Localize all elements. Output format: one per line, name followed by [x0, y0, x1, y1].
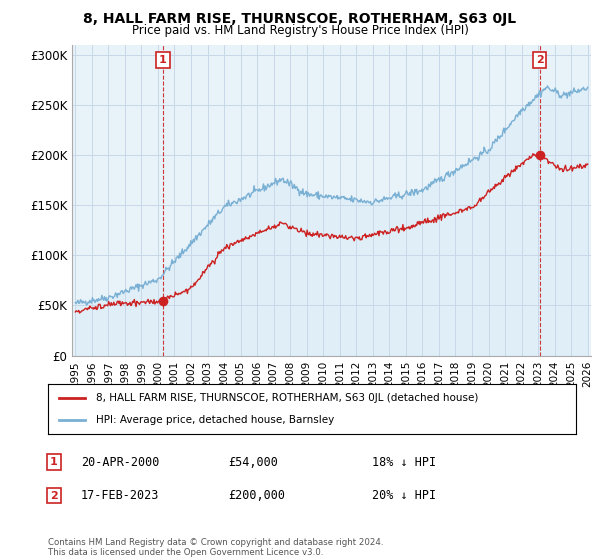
Text: Price paid vs. HM Land Registry's House Price Index (HPI): Price paid vs. HM Land Registry's House … — [131, 24, 469, 36]
Text: 1: 1 — [159, 55, 167, 65]
Text: 17-FEB-2023: 17-FEB-2023 — [81, 489, 160, 502]
Text: 2: 2 — [50, 491, 58, 501]
Text: 20-APR-2000: 20-APR-2000 — [81, 455, 160, 469]
Text: 8, HALL FARM RISE, THURNSCOE, ROTHERHAM, S63 0JL: 8, HALL FARM RISE, THURNSCOE, ROTHERHAM,… — [83, 12, 517, 26]
Text: 1: 1 — [50, 457, 58, 467]
Text: 8, HALL FARM RISE, THURNSCOE, ROTHERHAM, S63 0JL (detached house): 8, HALL FARM RISE, THURNSCOE, ROTHERHAM,… — [95, 393, 478, 403]
Text: HPI: Average price, detached house, Barnsley: HPI: Average price, detached house, Barn… — [95, 415, 334, 425]
Text: 2: 2 — [536, 55, 544, 65]
Text: Contains HM Land Registry data © Crown copyright and database right 2024.
This d: Contains HM Land Registry data © Crown c… — [48, 538, 383, 557]
Text: 20% ↓ HPI: 20% ↓ HPI — [372, 489, 436, 502]
Text: £200,000: £200,000 — [228, 489, 285, 502]
Text: £54,000: £54,000 — [228, 455, 278, 469]
Text: 18% ↓ HPI: 18% ↓ HPI — [372, 455, 436, 469]
